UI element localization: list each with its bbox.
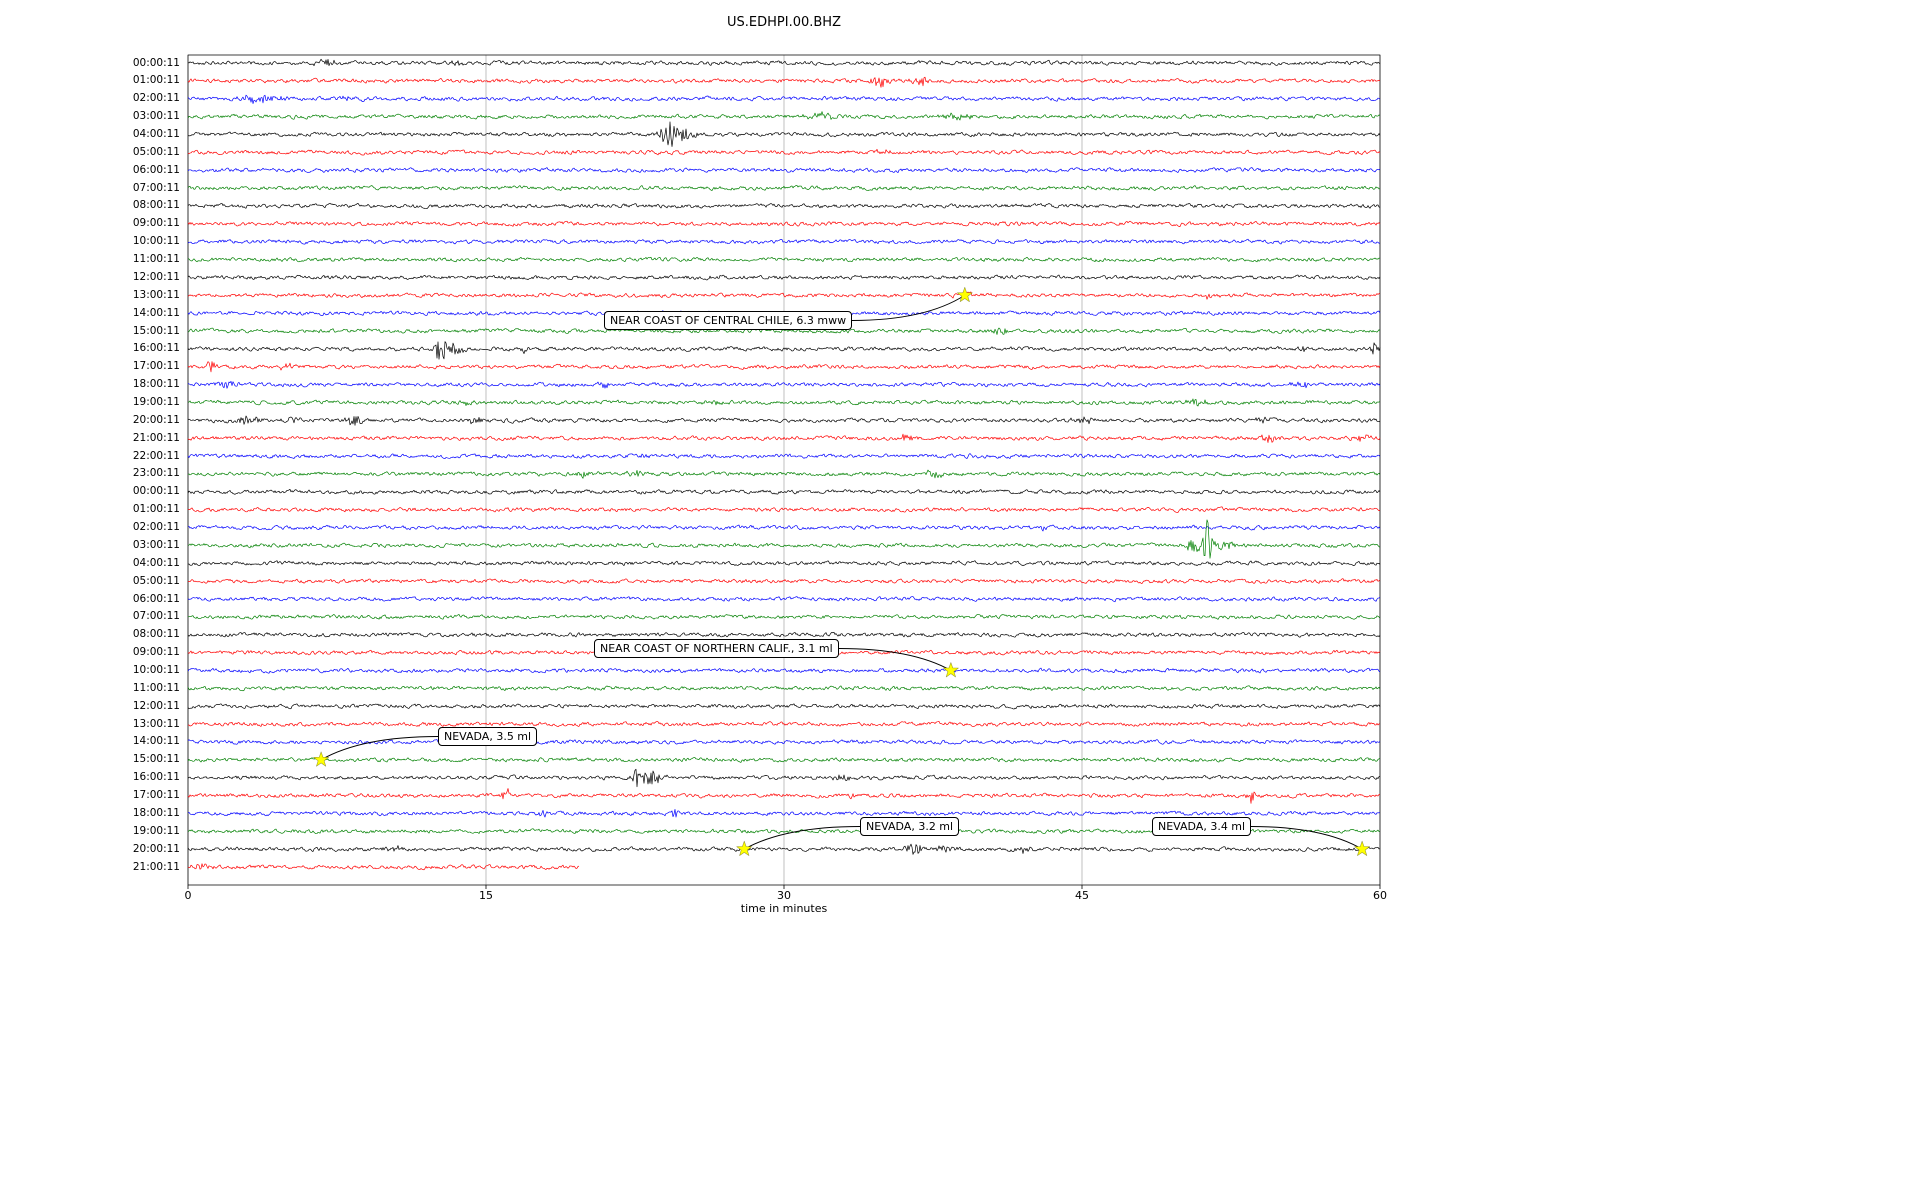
row-time-label: 00:00:11 bbox=[132, 485, 180, 498]
row-time-label: 03:00:11 bbox=[132, 538, 180, 551]
row-time-label: 08:00:11 bbox=[132, 199, 180, 212]
row-time-label: 09:00:11 bbox=[132, 646, 180, 659]
row-time-label: 02:00:11 bbox=[132, 92, 180, 105]
event-annotation: NEVADA, 3.2 ml bbox=[860, 817, 960, 836]
row-time-label: 16:00:11 bbox=[132, 342, 180, 355]
row-time-label: 01:00:11 bbox=[132, 74, 180, 87]
row-time-label: 21:00:11 bbox=[132, 860, 180, 873]
row-time-label: 13:00:11 bbox=[132, 717, 180, 730]
row-time-label: 12:00:11 bbox=[132, 699, 180, 712]
row-time-label: 08:00:11 bbox=[132, 628, 180, 641]
row-time-label: 10:00:11 bbox=[132, 235, 180, 248]
row-time-label: 21:00:11 bbox=[132, 431, 180, 444]
row-time-label: 03:00:11 bbox=[132, 110, 180, 123]
row-time-label: 07:00:11 bbox=[132, 181, 180, 194]
x-tick-label: 0 bbox=[184, 889, 192, 902]
row-time-label: 14:00:11 bbox=[132, 735, 180, 748]
row-time-label: 11:00:11 bbox=[132, 253, 180, 266]
row-time-label: 04:00:11 bbox=[132, 556, 180, 569]
row-time-label: 13:00:11 bbox=[132, 288, 180, 301]
row-time-label: 02:00:11 bbox=[132, 521, 180, 534]
x-axis-label: time in minutes bbox=[740, 902, 828, 915]
event-annotation: NEAR COAST OF NORTHERN CALIF., 3.1 ml bbox=[594, 639, 839, 658]
x-tick-label: 60 bbox=[1373, 889, 1387, 902]
row-time-label: 06:00:11 bbox=[132, 163, 180, 176]
x-tick-label: 30 bbox=[777, 889, 791, 902]
row-time-label: 01:00:11 bbox=[132, 503, 180, 516]
row-time-label: 17:00:11 bbox=[132, 360, 180, 373]
row-time-label: 16:00:11 bbox=[132, 771, 180, 784]
row-time-label: 22:00:11 bbox=[132, 449, 180, 462]
event-annotation: NEVADA, 3.4 ml bbox=[1152, 817, 1252, 836]
row-time-label: 14:00:11 bbox=[132, 306, 180, 319]
row-time-label: 04:00:11 bbox=[132, 127, 180, 140]
row-time-label: 20:00:11 bbox=[132, 413, 180, 426]
row-time-label: 19:00:11 bbox=[132, 824, 180, 837]
row-time-label: 18:00:11 bbox=[132, 378, 180, 391]
row-time-label: 20:00:11 bbox=[132, 842, 180, 855]
row-time-label: 11:00:11 bbox=[132, 681, 180, 694]
row-time-label: 06:00:11 bbox=[132, 592, 180, 605]
row-time-label: 09:00:11 bbox=[132, 217, 180, 230]
row-time-label: 17:00:11 bbox=[132, 789, 180, 802]
event-annotation: NEVADA, 3.5 ml bbox=[438, 727, 538, 746]
x-tick-label: 15 bbox=[479, 889, 493, 902]
row-time-label: 10:00:11 bbox=[132, 663, 180, 676]
row-time-label: 07:00:11 bbox=[132, 610, 180, 623]
row-time-label: 12:00:11 bbox=[132, 270, 180, 283]
event-annotation: NEAR COAST OF CENTRAL CHILE, 6.3 mww bbox=[604, 311, 853, 330]
row-time-label: 18:00:11 bbox=[132, 806, 180, 819]
x-tick-label: 45 bbox=[1075, 889, 1089, 902]
row-time-label: 15:00:11 bbox=[132, 753, 180, 766]
row-time-label: 05:00:11 bbox=[132, 145, 180, 158]
row-time-label: 19:00:11 bbox=[132, 395, 180, 408]
row-time-label: 05:00:11 bbox=[132, 574, 180, 587]
row-time-label: 15:00:11 bbox=[132, 324, 180, 337]
row-time-label: 00:00:11 bbox=[132, 56, 180, 69]
row-time-label: 23:00:11 bbox=[132, 467, 180, 480]
chart-title: US.EDHPI.00.BHZ bbox=[727, 15, 841, 30]
